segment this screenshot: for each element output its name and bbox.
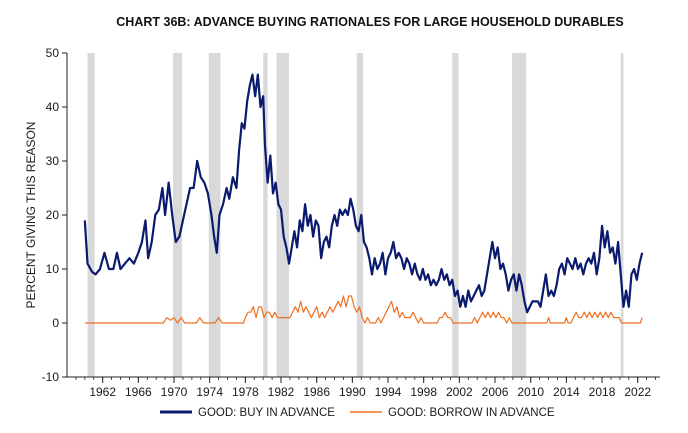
recession-band	[87, 53, 95, 377]
recession-band	[173, 53, 183, 377]
y-axis-title: PERCENT GIVING THIS REASON	[24, 122, 38, 309]
x-tick-label: 1978	[232, 385, 259, 399]
recession-band	[263, 53, 268, 377]
series-line	[83, 73, 644, 314]
y-tick-label: -10	[42, 370, 60, 384]
recession-band	[356, 53, 364, 377]
y-tick-label: 50	[46, 46, 60, 60]
x-tick-label: 2002	[446, 385, 473, 399]
recession-band	[208, 53, 221, 377]
x-tick-label: 1974	[196, 385, 223, 399]
x-tick-label: 1990	[339, 385, 366, 399]
legend: GOOD: BUY IN ADVANCE GOOD: BORROW IN ADVA…	[160, 407, 555, 419]
recession-band	[452, 53, 459, 377]
x-tick-label: 2014	[553, 385, 580, 399]
x-tick-label: 1962	[89, 385, 116, 399]
legend-label: GOOD: BORROW IN ADVANCE	[388, 407, 555, 419]
x-tick-label: 2018	[589, 385, 616, 399]
chart-title: CHART 36B: ADVANCE BUYING RATIONALES FOR…	[116, 15, 623, 29]
series-lines	[83, 73, 644, 324]
recession-band	[511, 53, 527, 377]
y-tick-label: 10	[46, 262, 60, 276]
recession-band	[276, 53, 290, 377]
y-tick-label: 20	[46, 208, 60, 222]
y-tick-label: 40	[46, 100, 60, 114]
axes: -10 0 10 20 30 40 50 1962 1966 1970 1974 1978 1982 19…	[42, 46, 660, 399]
recession-band	[620, 53, 624, 377]
y-tick-label: 30	[46, 154, 60, 168]
recession-bands	[87, 53, 624, 377]
x-tick-label: 1994	[375, 385, 402, 399]
x-tick-label: 1966	[125, 385, 152, 399]
x-tick-label: 1986	[303, 385, 330, 399]
series-line	[84, 295, 643, 324]
legend-label: GOOD: BUY IN ADVANCE	[198, 407, 335, 419]
x-tick-label: 2006	[482, 385, 509, 399]
x-tick-label: 1982	[268, 385, 295, 399]
y-tick-label: 0	[52, 316, 59, 330]
x-tick-label: 1970	[161, 385, 188, 399]
x-tick-label: 2022	[624, 385, 651, 399]
x-tick-label: 2010	[517, 385, 544, 399]
x-tick-label: 1998	[410, 385, 437, 399]
